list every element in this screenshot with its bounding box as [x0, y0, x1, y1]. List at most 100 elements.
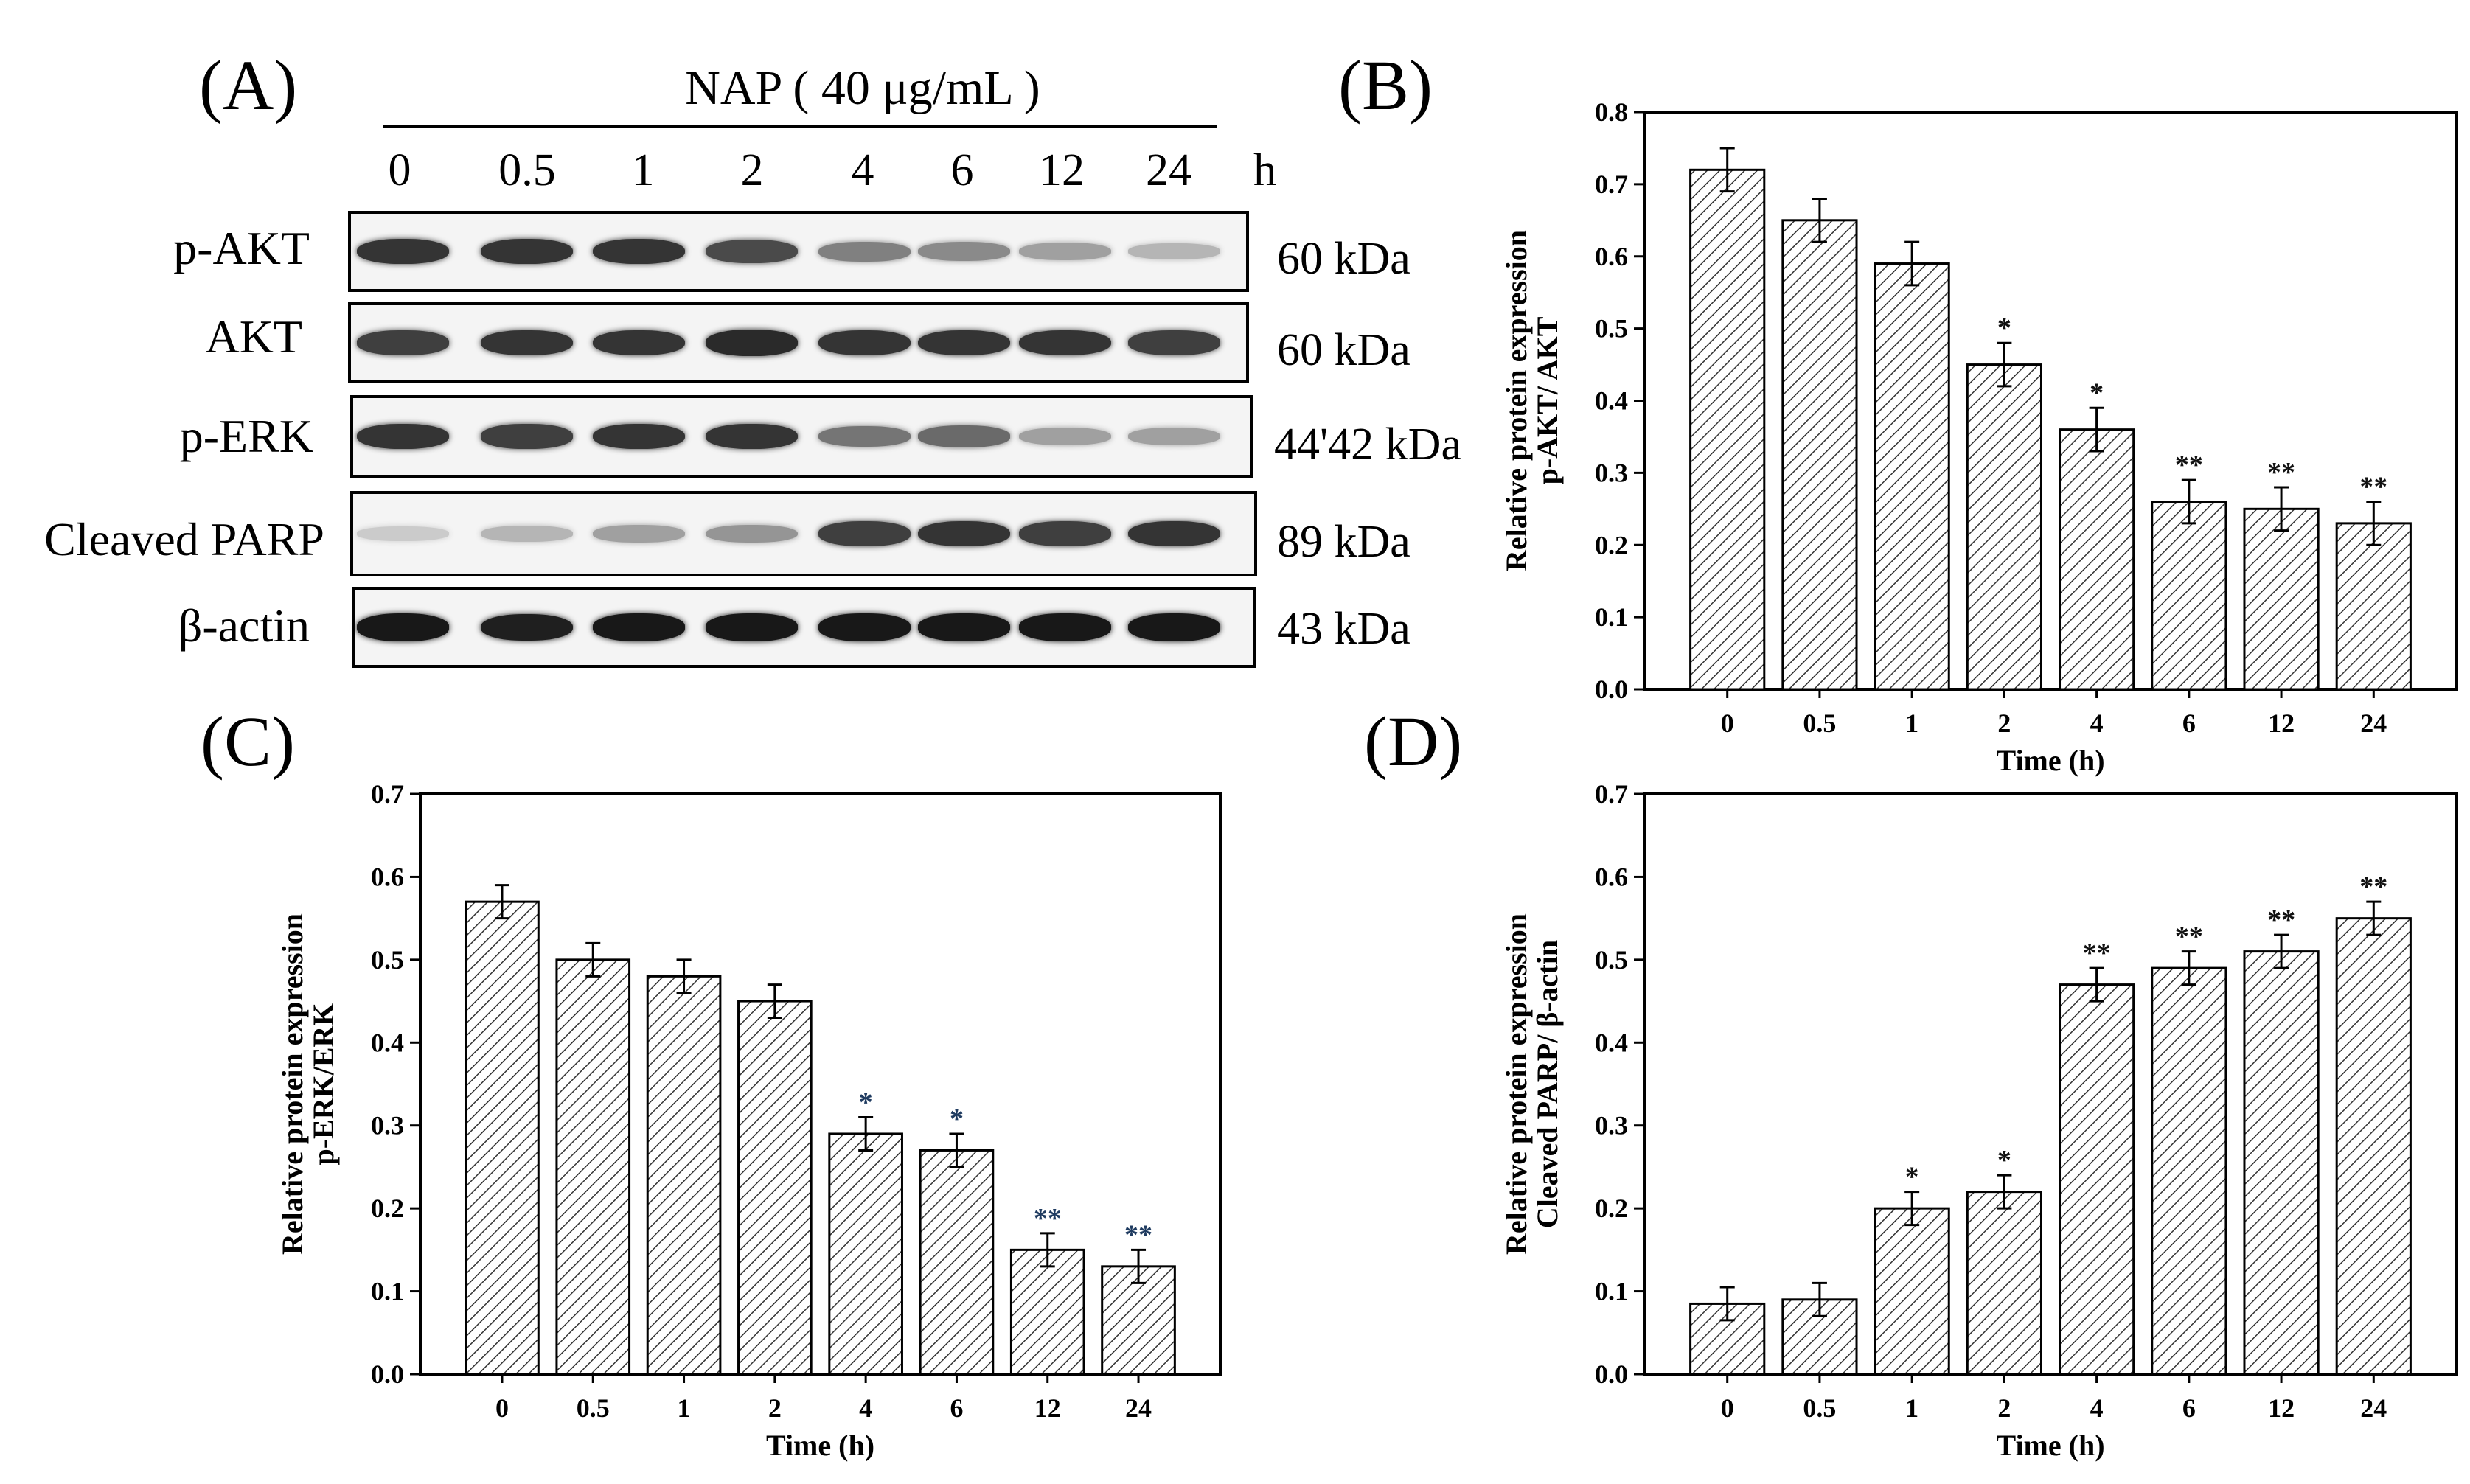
panel-d-letter: (D): [1364, 702, 1463, 781]
timepoint-label: 0.5: [498, 145, 556, 195]
y-tick-label: 0.6: [1595, 862, 1628, 891]
plot-frame: [1643, 111, 2458, 691]
x-tick-label: 12: [1034, 1393, 1061, 1423]
bar: [2059, 428, 2135, 691]
blot-band: [592, 613, 685, 641]
blot-band: [705, 423, 798, 450]
blot-band: [917, 242, 1010, 261]
x-tick-label: 0.5: [1803, 708, 1836, 738]
blot-band: [705, 613, 798, 641]
bar: [2243, 507, 2320, 691]
blot-band: [480, 424, 573, 449]
blot-band: [592, 525, 685, 543]
significance-mark: **: [1034, 1203, 1062, 1234]
blot-band: [1018, 243, 1111, 260]
x-tick-label: 24: [1125, 1393, 1152, 1423]
bar: [2151, 966, 2227, 1376]
y-tick-label: 0.7: [1595, 170, 1628, 199]
y-tick-label: 0.4: [1595, 386, 1628, 416]
treatment-bracket-line: [383, 125, 1217, 128]
bar: [1781, 219, 1858, 691]
panel-c-letter: (C): [201, 702, 295, 781]
bar: [919, 1149, 995, 1376]
x-tick-label: 0.5: [1803, 1393, 1836, 1423]
panel-a-letter: (A): [199, 46, 298, 125]
blot-band: [1127, 520, 1220, 547]
x-tick-label: 1: [678, 1393, 691, 1423]
blot-band: [480, 330, 573, 356]
y-tick-label: 0.4: [1595, 1028, 1628, 1057]
bar: [1874, 262, 1950, 691]
bar: [2059, 983, 2135, 1376]
y-axis-label: Relative protein expression: [276, 913, 309, 1255]
blot-band: [1127, 428, 1220, 445]
y-tick-label: 0.4: [371, 1028, 404, 1057]
x-axis-label: Time (h): [1996, 1429, 2104, 1462]
blot-row-p-erk: [350, 395, 1253, 478]
bar: [2335, 522, 2412, 691]
x-tick-label: 0: [1721, 1393, 1734, 1423]
x-tick-label: 2: [1997, 1393, 2011, 1423]
blot-row-p-akt: [348, 211, 1249, 292]
blot-band: [1018, 613, 1111, 641]
significance-mark: *: [950, 1104, 964, 1135]
y-axis-label: p-ERK/ERK: [307, 1003, 340, 1165]
blot-band: [356, 423, 449, 450]
timepoint-label: 0: [388, 145, 411, 195]
plot-frame: [1643, 792, 2458, 1376]
x-tick-label: 12: [2268, 1393, 2295, 1423]
y-tick-label: 0.0: [1595, 675, 1628, 704]
significance-mark: *: [859, 1087, 873, 1118]
blot-band: [480, 613, 573, 641]
significance-mark: **: [2083, 938, 2111, 969]
x-tick-label: 0.5: [577, 1393, 610, 1423]
blot-band: [818, 330, 911, 356]
y-tick-label: 0.8: [1595, 97, 1628, 127]
significance-mark: *: [1997, 313, 2011, 344]
y-tick-label: 0.1: [1595, 602, 1628, 632]
x-axis-label: Time (h): [1996, 744, 2104, 777]
kda-label: 44'42 kDa: [1274, 419, 1461, 470]
x-tick-label: 12: [2268, 708, 2295, 738]
y-axis-label: Relative protein expression: [1500, 230, 1533, 571]
significance-mark: *: [1997, 1145, 2011, 1176]
y-tick-label: 0.2: [1595, 1194, 1628, 1223]
x-tick-label: 6: [950, 1393, 963, 1423]
bar: [2243, 950, 2320, 1376]
x-tick-label: 24: [2360, 1393, 2387, 1423]
x-tick-label: 1: [1905, 1393, 1918, 1423]
y-tick-label: 0.3: [1595, 1111, 1628, 1140]
x-axis-label: Time (h): [766, 1429, 874, 1462]
bar: [2335, 917, 2412, 1376]
x-tick-label: 4: [2090, 708, 2104, 738]
blot-band: [818, 425, 911, 447]
significance-mark: **: [2359, 472, 2387, 503]
significance-mark: **: [2267, 457, 2295, 488]
kda-label: 43 kDa: [1277, 604, 1410, 654]
bar: [2151, 501, 2227, 691]
bar: [1009, 1248, 1085, 1376]
timepoint-label: 24: [1146, 145, 1191, 195]
blot-band: [705, 524, 798, 543]
y-tick-label: 0.2: [371, 1194, 404, 1223]
significance-mark: **: [2267, 905, 2295, 936]
y-tick-label: 0.3: [371, 1111, 404, 1140]
significance-mark: **: [2359, 871, 2387, 902]
protein-label-p-erk: p-ERK: [179, 410, 313, 462]
significance-mark: *: [1905, 1162, 1919, 1193]
blot-band: [356, 238, 449, 265]
bar: [1966, 1191, 2042, 1376]
y-tick-label: 0.5: [371, 945, 404, 975]
panel-b-letter: (B): [1338, 46, 1433, 125]
time-unit-label: h: [1253, 145, 1276, 195]
protein-label-p-akt: p-AKT: [173, 222, 310, 274]
significance-mark: *: [2090, 377, 2104, 408]
blot-band: [1018, 330, 1111, 356]
y-axis-label: Cleaved PARP/ β-actin: [1531, 940, 1564, 1228]
significance-mark: **: [2175, 450, 2203, 481]
blot-band: [818, 241, 911, 262]
x-tick-label: 6: [2182, 708, 2196, 738]
y-tick-label: 0.7: [371, 779, 404, 809]
bar: [828, 1132, 903, 1376]
